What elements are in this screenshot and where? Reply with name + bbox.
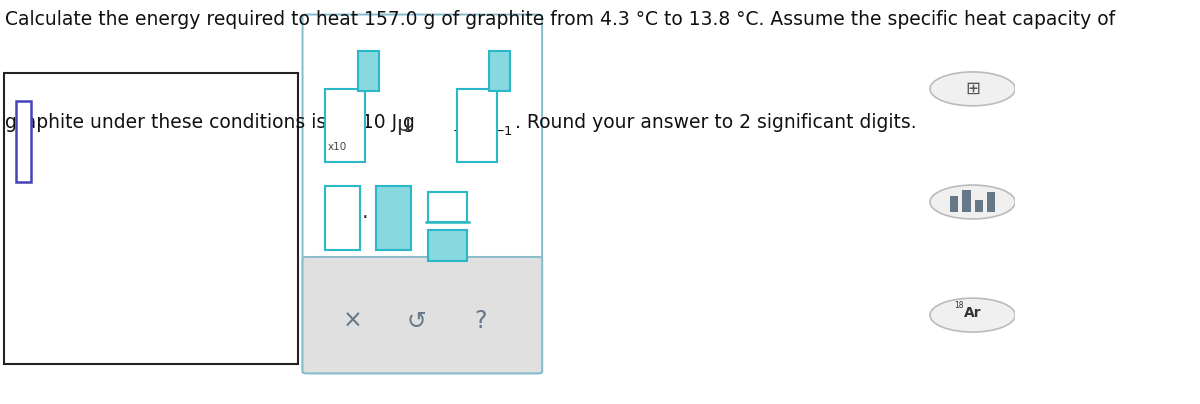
Bar <box>950 196 959 212</box>
FancyBboxPatch shape <box>359 50 379 91</box>
Text: x10: x10 <box>328 141 347 152</box>
FancyBboxPatch shape <box>428 192 467 222</box>
Text: Ar: Ar <box>964 306 982 320</box>
Text: ·: · <box>362 208 368 228</box>
FancyBboxPatch shape <box>4 73 299 364</box>
FancyBboxPatch shape <box>302 257 542 373</box>
Bar <box>962 190 971 212</box>
Text: . Round your answer to 2 significant digits.: . Round your answer to 2 significant dig… <box>515 113 917 132</box>
Circle shape <box>930 72 1015 106</box>
Text: Calculate the energy required to heat 157.0 g of graphite from 4.3 °C to 13.8 °C: Calculate the energy required to heat 15… <box>5 10 1115 29</box>
FancyBboxPatch shape <box>428 230 467 261</box>
Text: μ: μ <box>396 115 410 135</box>
Text: ·K: ·K <box>474 113 492 132</box>
FancyBboxPatch shape <box>302 15 542 373</box>
FancyBboxPatch shape <box>376 186 412 250</box>
Bar <box>974 200 983 212</box>
Circle shape <box>930 185 1015 219</box>
Text: graphite under these conditions is 0.710 J·g: graphite under these conditions is 0.710… <box>5 113 415 132</box>
Text: ?: ? <box>474 309 486 333</box>
FancyBboxPatch shape <box>325 186 360 250</box>
FancyBboxPatch shape <box>490 50 510 91</box>
FancyBboxPatch shape <box>325 89 366 162</box>
Circle shape <box>930 298 1015 332</box>
Text: ↺: ↺ <box>407 309 426 333</box>
FancyBboxPatch shape <box>17 101 31 182</box>
Text: ⊞: ⊞ <box>965 80 980 98</box>
Bar <box>986 192 995 212</box>
Text: −1: −1 <box>493 125 512 138</box>
Text: 18: 18 <box>955 301 964 309</box>
Text: −1: −1 <box>452 125 472 138</box>
Text: ×: × <box>343 309 362 333</box>
FancyBboxPatch shape <box>457 89 498 162</box>
